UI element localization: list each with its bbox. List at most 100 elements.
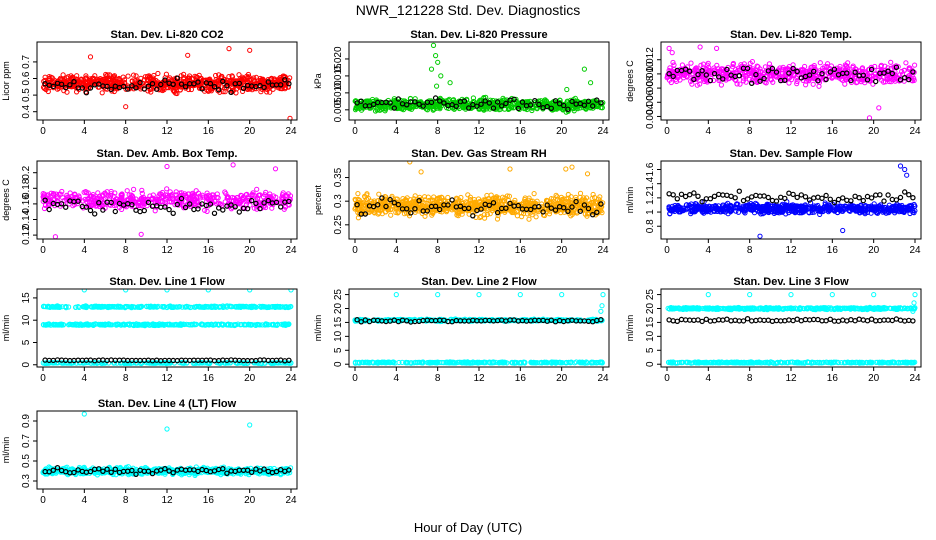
reference-point — [174, 201, 180, 208]
reference-point — [83, 89, 90, 96]
data-point — [235, 303, 241, 309]
data-point — [523, 198, 529, 204]
data-point — [817, 208, 823, 214]
data-point — [53, 191, 59, 197]
data-point — [679, 62, 686, 68]
data-point — [179, 304, 185, 310]
data-point — [240, 76, 246, 82]
data-point — [806, 205, 812, 211]
data-point — [551, 198, 557, 204]
reference-point — [827, 196, 834, 202]
data-point — [280, 190, 286, 196]
reference-point — [753, 192, 759, 199]
reference-point — [461, 98, 468, 104]
data-point — [49, 199, 55, 205]
x-tick-label: 20 — [556, 126, 568, 137]
data-point — [155, 70, 161, 77]
reference-point — [46, 206, 52, 213]
data-point — [96, 193, 103, 199]
reference-point — [449, 197, 455, 203]
reference-point — [794, 68, 800, 75]
data-point — [444, 207, 450, 213]
outlier-point — [897, 163, 904, 169]
figure-title: NWR_121228 Std. Dev. Diagnostics — [356, 2, 581, 18]
data-point — [711, 77, 717, 84]
data-point — [459, 211, 465, 217]
outlier-point — [666, 45, 672, 52]
data-point — [686, 202, 692, 209]
data-point — [247, 202, 253, 208]
reference-point — [470, 213, 476, 219]
x-tick-label: 8 — [123, 245, 129, 256]
reference-point — [215, 86, 222, 93]
reference-point — [724, 66, 730, 73]
reference-point — [753, 71, 759, 78]
data-point — [743, 79, 749, 85]
data-point — [132, 304, 138, 310]
outlier-point — [87, 54, 94, 60]
data-point — [159, 189, 166, 196]
data-point — [45, 88, 51, 95]
data-point — [102, 190, 108, 196]
data-point — [694, 82, 700, 88]
data-point — [802, 68, 808, 75]
reference-point — [769, 65, 776, 72]
reference-point — [902, 189, 908, 195]
data-point — [264, 304, 270, 310]
data-point — [774, 207, 780, 213]
reference-point — [885, 192, 891, 198]
data-point — [907, 65, 913, 71]
x-tick-label: 12 — [785, 245, 797, 256]
reference-point — [831, 199, 838, 206]
data-point — [853, 80, 859, 86]
y-tick-label: 0.004 — [645, 104, 656, 129]
data-point — [489, 206, 495, 212]
reference-point — [494, 209, 501, 216]
data-point — [431, 106, 437, 112]
y-tick-label: 0.5 — [21, 88, 32, 102]
data-point — [40, 191, 46, 197]
data-point — [842, 206, 848, 212]
x-tick-label: 12 — [473, 245, 485, 256]
reference-point — [87, 85, 94, 91]
reference-point — [577, 208, 584, 214]
data-point — [422, 194, 428, 200]
data-point — [853, 66, 859, 73]
data-point — [577, 190, 584, 196]
reference-point — [897, 194, 904, 201]
reference-point — [515, 105, 522, 112]
reference-point — [811, 68, 817, 75]
y-tick-label: 0.008 — [645, 75, 656, 100]
reference-point — [699, 67, 705, 74]
reference-point — [474, 103, 480, 109]
outlier-point — [714, 45, 720, 52]
data-point — [730, 60, 737, 67]
reference-point — [441, 100, 447, 106]
data-point — [756, 68, 762, 75]
reference-point — [182, 83, 189, 90]
reference-point — [757, 78, 763, 84]
data-point — [139, 80, 146, 86]
reference-point — [83, 204, 90, 210]
x-tick-label: 20 — [556, 245, 568, 256]
scatter-points — [352, 42, 606, 115]
outlier-point — [123, 104, 129, 110]
outlier-point — [902, 166, 908, 173]
outlier-point — [52, 234, 58, 239]
data-point — [589, 199, 595, 205]
data-point — [233, 304, 239, 310]
reference-point — [124, 86, 131, 92]
y-axis-label: Licor ppm — [1, 61, 11, 101]
panel-title: Stan. Dev. Amb. Box Temp. — [97, 148, 238, 160]
data-point — [508, 102, 514, 108]
data-point — [886, 78, 892, 85]
data-point — [755, 64, 761, 70]
data-point — [287, 75, 293, 81]
x-tick-label: 24 — [597, 126, 609, 137]
x-tick-label: 16 — [515, 245, 527, 256]
reference-point — [691, 190, 697, 196]
reference-point — [404, 206, 410, 212]
reference-point — [195, 79, 201, 85]
data-point — [712, 67, 718, 73]
